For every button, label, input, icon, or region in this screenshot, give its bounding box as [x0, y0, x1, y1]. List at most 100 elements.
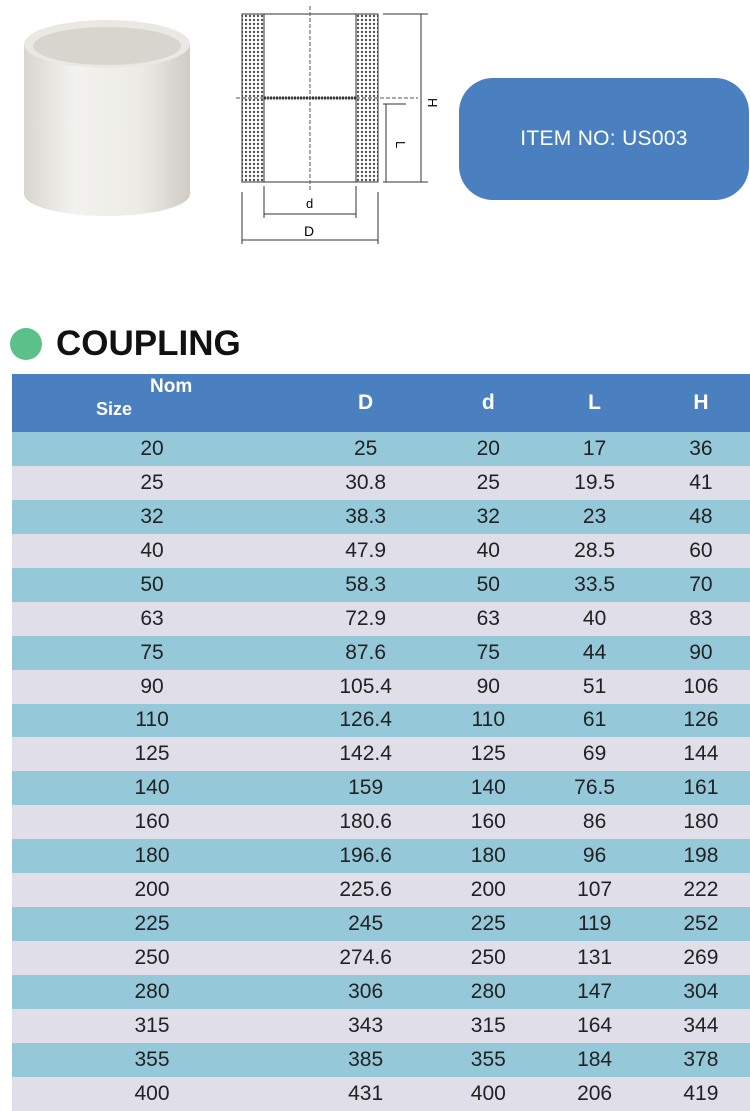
table-cell: 140 — [439, 771, 538, 806]
table-cell: 343 — [292, 1008, 440, 1043]
table-cell: 69 — [537, 737, 652, 772]
table-cell: 105.4 — [292, 669, 440, 704]
table-row: 180 196.6 180 96 198 — [12, 839, 750, 874]
table-cell: 245 — [292, 907, 440, 942]
label-H: H — [425, 98, 440, 107]
table-cell: 40 — [439, 533, 538, 568]
table-cell: 40 — [12, 533, 293, 568]
table-cell: 161 — [651, 771, 750, 806]
header-D: D — [292, 374, 440, 432]
table-cell: 206 — [537, 1076, 652, 1111]
table-cell: 180.6 — [292, 805, 440, 840]
title-text: COUPLING — [56, 324, 241, 363]
dimensions-table: Size Nom D d L H 20 25 20 17 36 25 30.8 25 19.5 41… — [12, 374, 750, 1111]
table-cell: 107 — [537, 873, 652, 908]
table-row: 20 25 20 17 36 — [12, 432, 750, 466]
table-row: 315 343 315 164 344 — [12, 1008, 750, 1043]
label-D: D — [304, 223, 314, 239]
table-cell: 25 — [439, 465, 538, 500]
table-cell: 50 — [12, 567, 293, 602]
table-cell: 90 — [651, 635, 750, 670]
table-cell: 315 — [12, 1008, 293, 1043]
table-cell: 147 — [537, 975, 652, 1009]
table-cell: 19.5 — [537, 465, 652, 500]
bullet-dot-icon — [10, 328, 42, 360]
table-cell: 38.3 — [292, 499, 440, 534]
table-cell: 200 — [439, 873, 538, 908]
table-cell: 20 — [439, 432, 538, 466]
table-row: 355 385 355 184 378 — [12, 1042, 750, 1077]
table-cell: 180 — [12, 839, 293, 874]
table-cell: 44 — [537, 635, 652, 670]
table-cell: 50 — [439, 567, 538, 602]
table-cell: 17 — [537, 432, 652, 466]
header-nom: Nom — [150, 376, 193, 397]
table-cell: 72.9 — [292, 601, 440, 636]
table-cell: 110 — [12, 703, 293, 738]
table-cell: 70 — [651, 567, 750, 602]
table-row: 40 47.9 40 28.5 60 — [12, 533, 750, 568]
table-cell: 225 — [439, 907, 538, 942]
table-cell: 61 — [537, 703, 652, 738]
table-cell: 90 — [439, 669, 538, 704]
table-cell: 180 — [651, 805, 750, 840]
table-cell: 33.5 — [537, 567, 652, 602]
table-cell: 160 — [12, 805, 293, 840]
table-cell: 40 — [537, 601, 652, 636]
section-title: COUPLING — [10, 324, 241, 364]
table-row: 50 58.3 50 33.5 70 — [12, 567, 750, 602]
table-row: 75 87.6 75 44 90 — [12, 635, 750, 670]
table-cell: 76.5 — [537, 771, 652, 806]
table-cell: 315 — [439, 1008, 538, 1043]
table-row: 250 274.6 250 131 269 — [12, 941, 750, 975]
table-cell: 252 — [651, 907, 750, 942]
table-cell: 280 — [439, 975, 538, 1009]
table-cell: 36 — [651, 432, 750, 466]
table-row: 32 38.3 32 23 48 — [12, 499, 750, 534]
coupling-photo — [24, 20, 190, 216]
header-H: H — [651, 374, 750, 432]
table-cell: 86 — [537, 805, 652, 840]
header-d: d — [439, 374, 538, 432]
table-row: 63 72.9 63 40 83 — [12, 601, 750, 636]
table-cell: 355 — [12, 1042, 293, 1077]
table-cell: 164 — [537, 1008, 652, 1043]
table-row: 280 306 280 147 304 — [12, 975, 750, 1009]
table-header-row: Size Nom D d L H — [12, 374, 750, 432]
table-cell: 144 — [651, 737, 750, 772]
table-cell: 159 — [292, 771, 440, 806]
table-cell: 125 — [12, 737, 293, 772]
table-cell: 269 — [651, 941, 750, 975]
table-cell: 96 — [537, 839, 652, 874]
table-cell: 225 — [12, 907, 293, 942]
table-cell: 196.6 — [292, 839, 440, 874]
table-cell: 20 — [12, 432, 293, 466]
table-cell: 32 — [12, 499, 293, 534]
table-row: 110 126.4 110 61 126 — [12, 703, 750, 738]
table-cell: 250 — [439, 941, 538, 975]
table-cell: 47.9 — [292, 533, 440, 568]
table-cell: 63 — [12, 601, 293, 636]
table-cell: 222 — [651, 873, 750, 908]
table-cell: 274.6 — [292, 941, 440, 975]
item-number-badge: ITEM NO: US003 — [459, 78, 749, 200]
table-cell: 28.5 — [537, 533, 652, 568]
table-cell: 306 — [292, 975, 440, 1009]
table-cell: 58.3 — [292, 567, 440, 602]
table-cell: 198 — [651, 839, 750, 874]
table-cell: 48 — [651, 499, 750, 534]
table-cell: 250 — [12, 941, 293, 975]
header-size: Size — [96, 399, 133, 419]
table-cell: 184 — [537, 1042, 652, 1077]
table-cell: 400 — [439, 1076, 538, 1111]
table-cell: 280 — [12, 975, 293, 1009]
table-cell: 431 — [292, 1076, 440, 1111]
table-cell: 30.8 — [292, 465, 440, 500]
table-row: 400 431 400 206 419 — [12, 1076, 750, 1111]
table-row: 160 180.6 160 86 180 — [12, 805, 750, 840]
label-d: d — [306, 196, 313, 211]
table-cell: 419 — [651, 1076, 750, 1111]
table-cell: 25 — [12, 465, 293, 500]
table-cell: 60 — [651, 533, 750, 568]
table-cell: 140 — [12, 771, 293, 806]
